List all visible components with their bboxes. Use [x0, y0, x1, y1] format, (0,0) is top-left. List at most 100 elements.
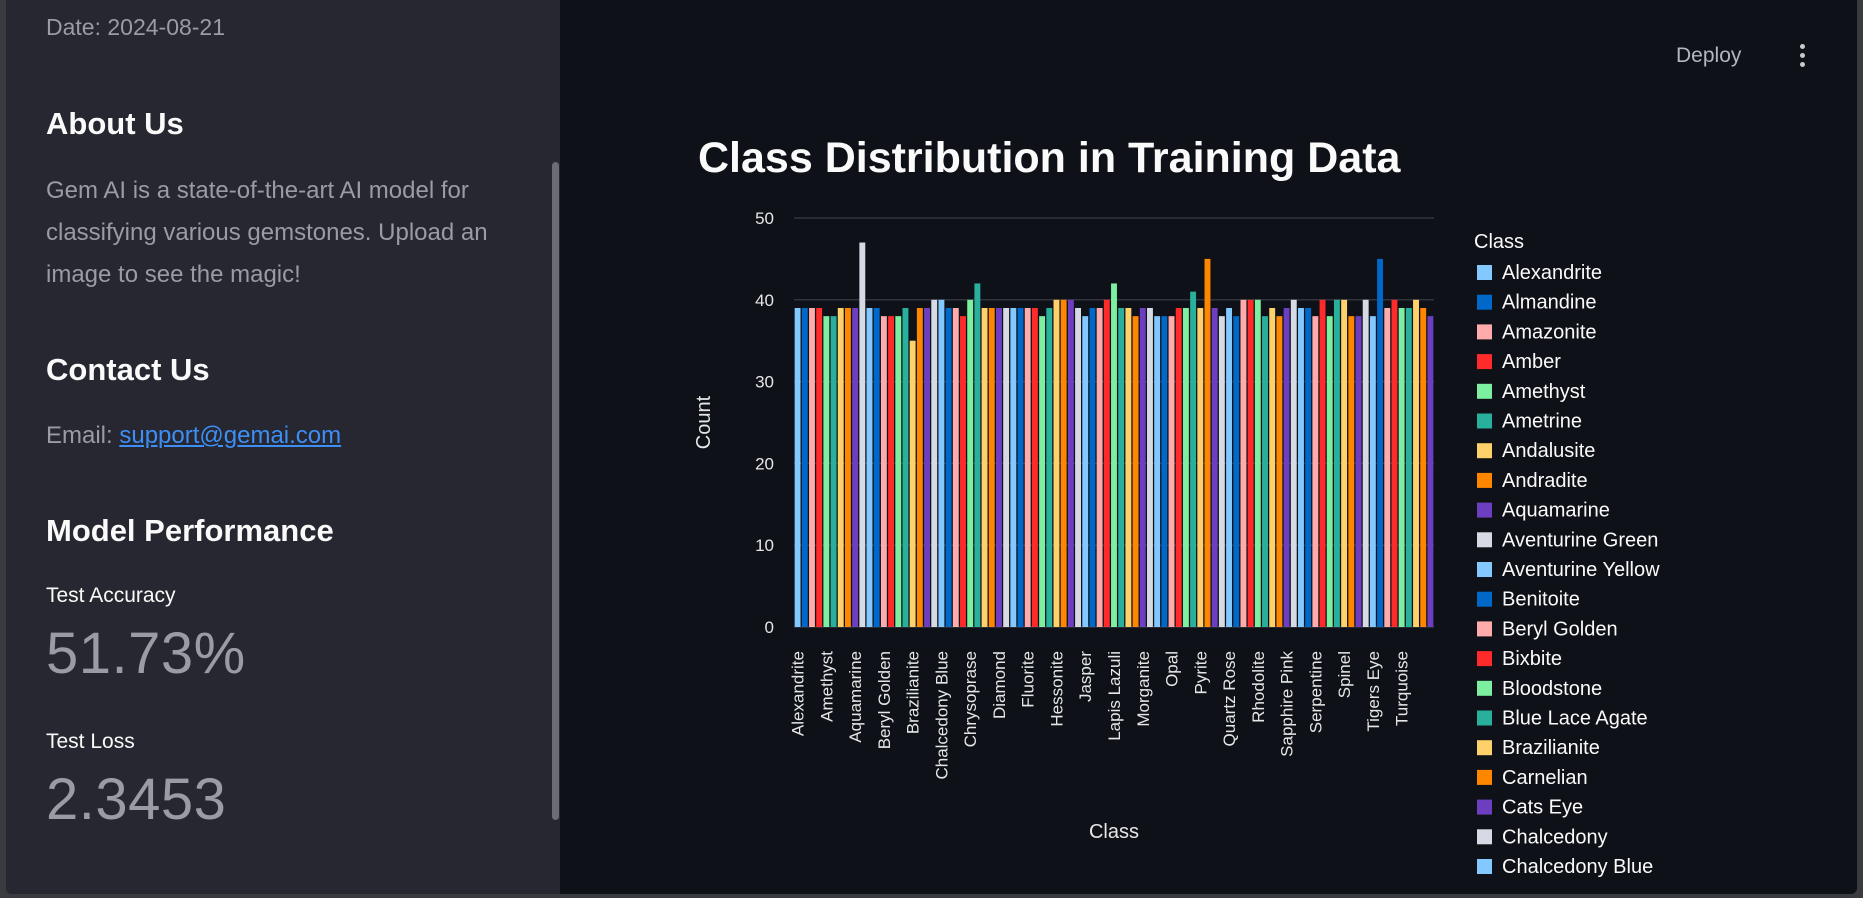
bar[interactable] — [1362, 299, 1369, 627]
legend-swatch[interactable] — [1477, 354, 1492, 370]
bar[interactable] — [1017, 307, 1024, 627]
legend-item[interactable]: Carnelian — [1502, 767, 1588, 789]
bar[interactable] — [1190, 291, 1197, 627]
bar[interactable] — [1233, 316, 1240, 627]
legend-item[interactable]: Almandine — [1502, 292, 1597, 314]
legend-swatch[interactable] — [1477, 324, 1492, 340]
legend-item[interactable]: Andradite — [1502, 470, 1588, 492]
bar[interactable] — [1283, 307, 1290, 627]
bar[interactable] — [1398, 307, 1405, 627]
legend-item[interactable]: Amazonite — [1502, 321, 1597, 343]
legend-swatch[interactable] — [1477, 413, 1492, 429]
bar[interactable] — [1405, 307, 1412, 627]
legend-item[interactable]: Chalcedony Blue — [1502, 856, 1653, 878]
legend-swatch[interactable] — [1477, 532, 1492, 548]
bar[interactable] — [809, 307, 815, 627]
bar[interactable] — [1175, 307, 1182, 627]
legend-item[interactable]: Ametrine — [1502, 411, 1582, 433]
bar[interactable] — [1031, 307, 1038, 627]
legend-swatch[interactable] — [1477, 265, 1492, 280]
legend-item[interactable]: Bixbite — [1502, 648, 1562, 670]
bar[interactable] — [1211, 307, 1218, 627]
bar[interactable] — [1427, 316, 1434, 627]
bar[interactable] — [909, 340, 916, 627]
bar[interactable] — [938, 299, 945, 627]
legend-swatch[interactable] — [1477, 562, 1492, 577]
legend-swatch[interactable] — [1477, 591, 1492, 607]
bar[interactable] — [960, 316, 966, 627]
bar[interactable] — [1226, 307, 1233, 627]
legend-swatch[interactable] — [1477, 680, 1492, 696]
legend-swatch[interactable] — [1477, 443, 1492, 459]
bar[interactable] — [1247, 299, 1254, 627]
bar[interactable] — [1333, 299, 1340, 627]
bar[interactable] — [1384, 307, 1391, 627]
legend-swatch[interactable] — [1477, 502, 1492, 518]
legend-item[interactable]: Cats Eye — [1502, 797, 1583, 819]
bar[interactable] — [1010, 307, 1017, 627]
bar[interactable] — [1269, 307, 1276, 627]
legend-item[interactable]: Andalusite — [1502, 440, 1595, 462]
bar[interactable] — [1355, 316, 1362, 627]
bar[interactable] — [924, 307, 930, 627]
bar[interactable] — [1154, 316, 1161, 627]
legend-swatch[interactable] — [1477, 799, 1492, 815]
legend-swatch[interactable] — [1477, 859, 1492, 874]
bar[interactable] — [844, 307, 851, 627]
legend-item[interactable]: Beryl Golden — [1502, 618, 1618, 640]
bar[interactable] — [1348, 316, 1355, 627]
legend-item[interactable]: Chalcedony — [1502, 826, 1608, 848]
legend-swatch[interactable] — [1477, 829, 1492, 845]
bar[interactable] — [1240, 299, 1247, 627]
bar[interactable] — [916, 307, 923, 627]
bar[interactable] — [1413, 299, 1419, 627]
bar[interactable] — [888, 316, 895, 627]
legend-item[interactable]: Bloodstone — [1502, 678, 1602, 700]
bar[interactable] — [1319, 299, 1326, 627]
bar[interactable] — [1161, 316, 1168, 627]
bar[interactable] — [1118, 307, 1125, 627]
bar[interactable] — [1298, 307, 1304, 627]
sidebar-scrollbar[interactable] — [552, 162, 559, 820]
bar[interactable] — [1082, 316, 1089, 627]
bar[interactable] — [1096, 307, 1103, 627]
bar[interactable] — [1024, 307, 1031, 627]
bar[interactable] — [794, 307, 801, 627]
legend-swatch[interactable] — [1477, 740, 1492, 756]
bar[interactable] — [866, 307, 873, 627]
bar[interactable] — [1003, 307, 1010, 627]
bar[interactable] — [1254, 299, 1261, 627]
bar[interactable] — [974, 283, 981, 627]
bar[interactable] — [902, 307, 909, 627]
bar[interactable] — [1060, 299, 1067, 627]
bar[interactable] — [1197, 307, 1204, 627]
bar[interactable] — [1089, 307, 1096, 627]
legend-swatch[interactable] — [1477, 472, 1492, 488]
bar[interactable] — [837, 307, 844, 627]
bar[interactable] — [1147, 307, 1153, 627]
bar[interactable] — [1039, 316, 1046, 627]
bar[interactable] — [1420, 307, 1427, 627]
bar[interactable] — [1053, 299, 1060, 627]
bar[interactable] — [1182, 307, 1189, 627]
legend-item[interactable]: Blue Lace Agate — [1502, 708, 1648, 730]
bar[interactable] — [1132, 316, 1139, 627]
bar[interactable] — [1377, 258, 1384, 627]
legend-item[interactable]: Amber — [1502, 351, 1561, 373]
bar[interactable] — [859, 242, 866, 628]
legend-item[interactable]: Brazilianite — [1502, 737, 1600, 759]
bar[interactable] — [1204, 258, 1211, 627]
bar[interactable] — [1276, 316, 1283, 627]
bar[interactable] — [816, 307, 823, 627]
legend-swatch[interactable] — [1477, 294, 1492, 310]
legend-item[interactable]: Amethyst — [1502, 381, 1586, 403]
legend-swatch[interactable] — [1477, 621, 1492, 637]
bar[interactable] — [1125, 307, 1132, 627]
bar[interactable] — [1103, 299, 1110, 627]
kebab-menu-icon[interactable] — [1794, 44, 1810, 70]
bar[interactable] — [895, 316, 902, 627]
bar[interactable] — [996, 307, 1002, 627]
bar[interactable] — [1312, 316, 1319, 627]
bar[interactable] — [873, 307, 880, 627]
bar[interactable] — [1262, 316, 1268, 627]
